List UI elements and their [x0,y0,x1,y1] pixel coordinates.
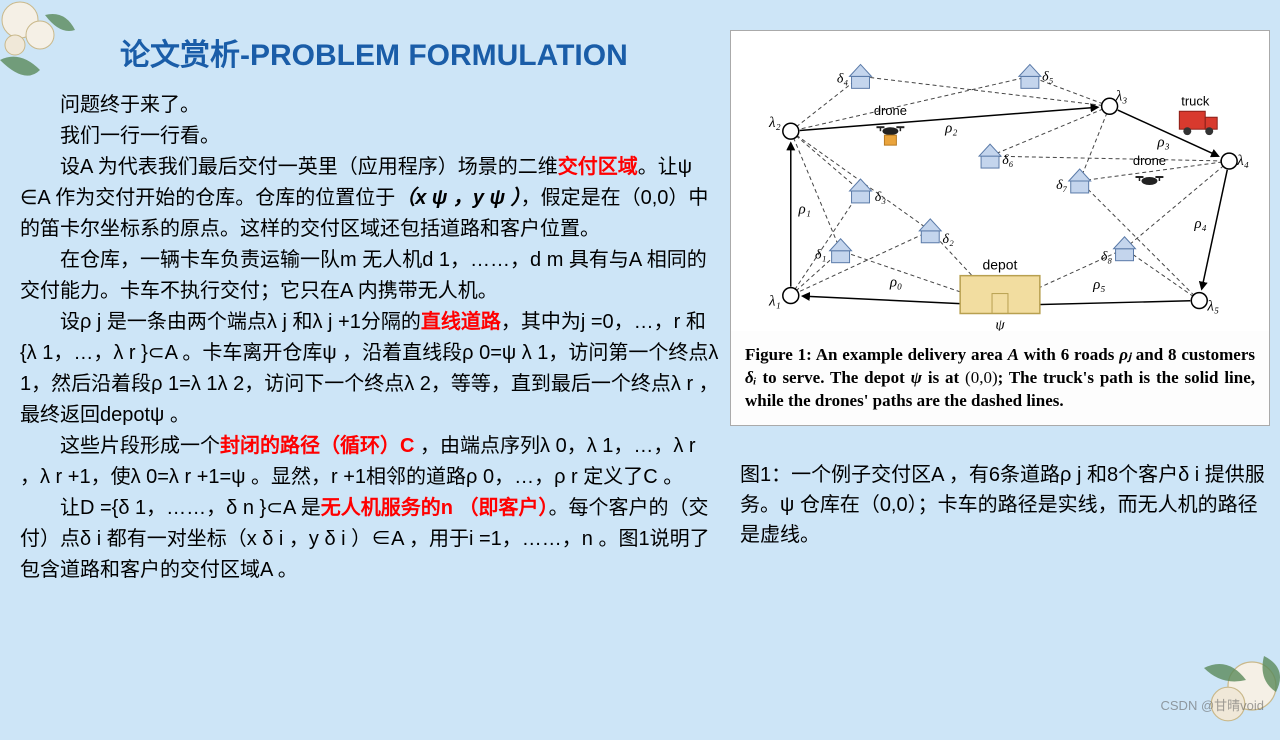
svg-text:ρ₅: ρ₅ [1092,277,1105,293]
svg-text:ψ: ψ [995,317,1005,331]
figure-1: ρ₀ ρ₁ ρ₂ ρ₃ ρ₄ ρ₅ depot ψ λ₁ λ₂ λ₃ λ₄ λ₅ δ₁ δ₂ δ₃ δ₄ δ₅ δ₆… [730,30,1270,426]
paragraph: 让D ={δ 1，……，δ n }⊂A 是无人机服务的n （即客户）。每个客户的… [20,493,720,586]
svg-text:truck: truck [1181,93,1210,108]
svg-text:δ₁: δ₁ [815,248,826,263]
svg-text:δ₈: δ₈ [1101,250,1112,265]
svg-text:drone: drone [1133,153,1166,168]
paragraph: 设ρ j 是一条由两个端点λ j 和λ j +1分隔的直线道路，其中为j =0，… [20,307,720,431]
svg-text:depot: depot [983,257,1018,273]
svg-text:δ₆: δ₆ [1002,153,1013,168]
paragraph: 在仓库，一辆卡车负责运输一队m 无人机d 1，……，d m 具有与A 相同的交付… [20,245,720,307]
flower-decoration-top-left [0,0,90,90]
delivery-diagram: ρ₀ ρ₁ ρ₂ ρ₃ ρ₄ ρ₅ depot ψ λ₁ λ₂ λ₃ λ₄ λ₅ δ₁ δ₂ δ₃ δ₄ δ₅ δ₆… [731,31,1269,331]
svg-text:λ₃: λ₃ [1115,88,1128,104]
svg-text:δ₂: δ₂ [943,232,954,247]
paragraph: 问题终于来了。 [20,90,720,121]
svg-text:ρ₃: ρ₃ [1156,134,1169,150]
svg-text:ρ₂: ρ₂ [944,121,957,137]
paragraph: 设A 为代表我们最后交付一英里（应用程序）场景的二维交付区域。让ψ ∈A 作为交… [20,152,720,245]
svg-text:ρ₁: ρ₁ [798,201,811,217]
svg-text:ρ₀: ρ₀ [889,275,902,291]
svg-text:drone: drone [874,103,907,118]
main-text: 问题终于来了。 我们一行一行看。 设A 为代表我们最后交付一英里（应用程序）场景… [20,90,720,586]
svg-text:δ₇: δ₇ [1056,178,1067,193]
svg-text:ρ₄: ρ₄ [1193,216,1206,232]
page-title: 论文赏析-PROBLEM FORMULATION [120,30,628,74]
svg-text:δ₃: δ₃ [875,190,886,205]
svg-text:λ₁: λ₁ [768,294,781,310]
figure-caption-en: Figure 1: An example delivery area A wit… [731,336,1269,425]
figure-caption-cn: 图1：一个例子交付区A ，有6条道路ρ j 和8个客户δ i 提供服务。ψ 仓库… [740,460,1270,550]
paragraph: 我们一行一行看。 [20,121,720,152]
paragraph: 这些片段形成一个封闭的路径（循环）C ，由端点序列λ 0，λ 1，…，λ r ，… [20,431,720,493]
svg-text:δ₄: δ₄ [837,71,848,86]
watermark: CSDN @甘晴void [1161,695,1265,714]
svg-text:δ₅: δ₅ [1042,69,1053,84]
flower-decoration-bottom-right [1180,620,1280,740]
svg-text:λ₄: λ₄ [1236,153,1249,169]
svg-text:λ₂: λ₂ [768,115,781,131]
svg-text:λ₅: λ₅ [1206,299,1219,315]
